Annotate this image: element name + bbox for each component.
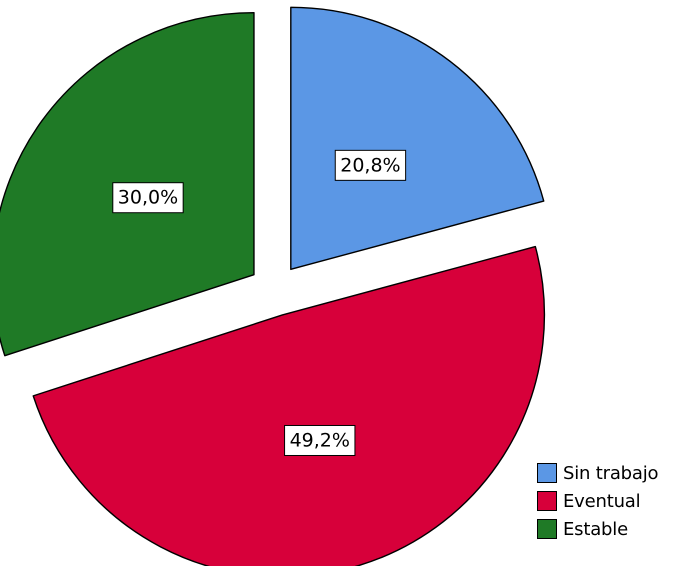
legend-label-eventual: Eventual bbox=[563, 490, 641, 512]
pie-data-labels: 20,8% 49,2% 30,0% bbox=[112, 149, 407, 456]
legend-label-estable: Estable bbox=[563, 518, 628, 540]
data-label-box-sin-trabajo bbox=[334, 149, 407, 181]
pie-slice-sin-trabajo bbox=[290, 6, 545, 271]
legend-item-eventual: Eventual bbox=[537, 487, 658, 515]
legend-swatch-estable bbox=[537, 519, 557, 539]
data-label-eventual: 49,2% bbox=[284, 424, 356, 456]
data-label-text-eventual: 49,2% bbox=[290, 429, 350, 451]
data-label-estable: 30,0% bbox=[112, 182, 184, 214]
data-label-box-eventual bbox=[284, 424, 356, 456]
legend-swatch-eventual bbox=[537, 491, 557, 511]
legend-label-sin-trabajo: Sin trabajo bbox=[563, 462, 659, 484]
data-label-text-sin-trabajo: 20,8% bbox=[340, 154, 400, 176]
data-label-box-estable bbox=[112, 182, 184, 214]
data-label-text-estable: 30,0% bbox=[118, 187, 178, 209]
pie-slices bbox=[0, 6, 546, 566]
data-label-sin-trabajo: 20,8% bbox=[334, 149, 407, 181]
legend-item-estable: Estable bbox=[537, 515, 658, 543]
legend-swatch-sin-trabajo bbox=[537, 463, 557, 483]
legend-item-sin-trabajo: Sin trabajo bbox=[537, 459, 659, 487]
chart-legend: Sin trabajo Eventual Estable bbox=[537, 459, 659, 543]
